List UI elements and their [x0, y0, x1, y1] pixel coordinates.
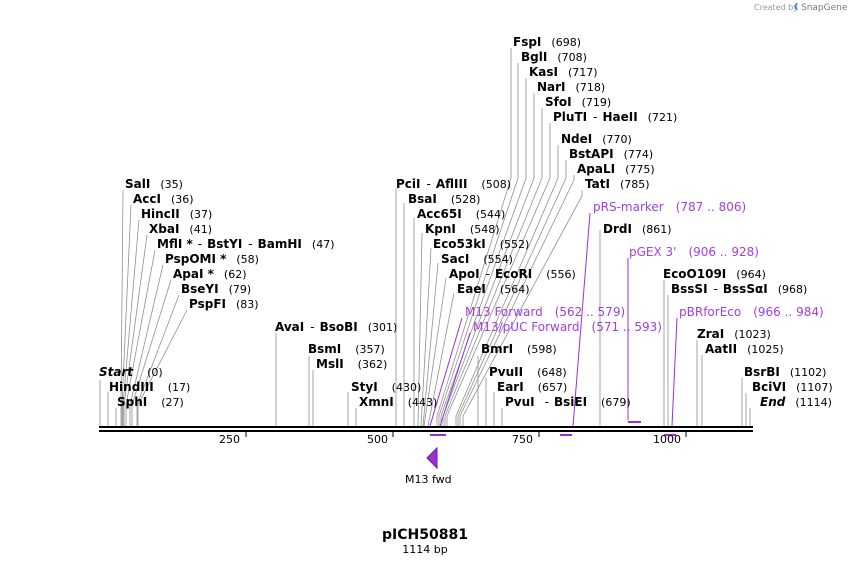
enzyme-mfli-bstyi-bamhi[interactable]: MflI * - BstYI - BamHI (47): [157, 237, 335, 251]
enzyme-pvuii[interactable]: PvuII (648): [489, 365, 567, 379]
enzyme-xbai[interactable]: XbaI (41): [149, 222, 212, 236]
m13-fwd-label: M13 fwd: [405, 473, 452, 486]
enzyme-bsssi-bsssai[interactable]: BssSI - BssSαI (968): [671, 282, 807, 296]
enzyme-bsmi[interactable]: BsmI (357): [308, 342, 385, 356]
enzyme-nari[interactable]: NarI (718): [537, 80, 605, 94]
enzyme-hindiii[interactable]: HindIII (17): [109, 380, 190, 394]
feature-pbrforeco[interactable]: pBRforEco (966 .. 984): [679, 305, 824, 319]
ruler-label-500: 500: [367, 433, 388, 446]
feature-leader-lines: [429, 212, 678, 427]
enzyme-sali[interactable]: SalI (35): [125, 177, 183, 191]
sequence-backbone: [99, 426, 753, 432]
enzyme-kasi[interactable]: KasI (717): [529, 65, 598, 79]
ruler-label-750: 750: [512, 433, 533, 446]
enzyme-tati[interactable]: TatI (785): [585, 177, 650, 191]
enzyme-ecoo109i[interactable]: EcoO109I (964): [663, 267, 766, 281]
plasmid-name: pICH50881: [382, 527, 468, 543]
snapgene-brand: SnapGene: [801, 3, 848, 13]
enzyme-eaei[interactable]: EaeI (564): [457, 282, 530, 296]
enzyme-acc65i[interactable]: Acc65I (544): [417, 207, 505, 221]
enzyme-pcii-afliii[interactable]: PciI - AflIII (508): [396, 177, 511, 191]
enzyme-bsai[interactable]: BsaI (528): [408, 192, 480, 206]
enzyme-leader-lines: [99, 48, 751, 427]
enzyme-aatii[interactable]: AatII (1025): [705, 342, 784, 356]
enzyme-sphi[interactable]: SphI (27): [117, 395, 184, 409]
feature-markers: [430, 421, 676, 436]
enzyme-saci[interactable]: SacI (554): [441, 252, 513, 266]
marker-start[interactable]: Start (0): [99, 365, 163, 379]
enzyme-bgli[interactable]: BglI (708): [521, 50, 587, 64]
marker-end[interactable]: End (1114): [760, 395, 832, 409]
enzyme-bseyi[interactable]: BseYI (79): [181, 282, 251, 296]
feature-m13-puc-forward[interactable]: M13/pUC Forward (571 .. 593): [473, 320, 662, 334]
ruler-label-250: 250: [219, 433, 240, 446]
enzyme-zrai[interactable]: ZraI (1023): [697, 327, 771, 341]
enzyme-msli[interactable]: MslI (362): [316, 357, 387, 371]
ruler-ticks: [245, 431, 687, 437]
feature-m13-forward[interactable]: M13 Forward (562 .. 579): [465, 305, 625, 319]
m13-fwd-arrow-icon[interactable]: [426, 446, 438, 470]
enzyme-sfoi[interactable]: SfoI (719): [545, 95, 611, 109]
enzyme-bmri[interactable]: BmrI (598): [481, 342, 557, 356]
enzyme-styi[interactable]: StyI (430): [351, 380, 421, 394]
enzyme-apoi-ecori[interactable]: ApoI - EcoRI (556): [449, 267, 576, 281]
enzyme-bcivi[interactable]: BciVI (1107): [752, 380, 833, 394]
ruler-label-1000: 1000: [653, 433, 681, 446]
plasmid-length: 1114 bp: [402, 543, 447, 556]
enzyme-bsrbi[interactable]: BsrBI (1102): [744, 365, 826, 379]
enzyme-drdi[interactable]: DrdI (861): [603, 222, 672, 236]
enzyme-eco53ki[interactable]: Eco53kI (552): [433, 237, 529, 251]
enzyme-pspomi[interactable]: PspOMI * (58): [165, 252, 259, 266]
enzyme-apai[interactable]: ApaI * (62): [173, 267, 247, 281]
enzyme-ndei[interactable]: NdeI (770): [561, 132, 632, 146]
snapgene-logo-icon: [794, 3, 798, 10]
enzyme-fspi[interactable]: FspI (698): [513, 35, 581, 49]
enzyme-xmni[interactable]: XmnI (443): [359, 395, 437, 409]
enzyme-pvui-bsiei[interactable]: PvuI - BsiEI (679): [505, 395, 631, 409]
enzyme-eari[interactable]: EarI (657): [497, 380, 567, 394]
enzyme-kpni[interactable]: KpnI (548): [425, 222, 500, 236]
feature-prs-marker[interactable]: pRS-marker (787 .. 806): [593, 200, 746, 214]
feature-pgex-3[interactable]: pGEX 3' (906 .. 928): [629, 245, 759, 259]
enzyme-apali[interactable]: ApaLI (775): [577, 162, 655, 176]
enzyme-avai-bsobi[interactable]: AvaI - BsoBI (301): [275, 320, 397, 334]
enzyme-acci[interactable]: AccI (36): [133, 192, 194, 206]
enzyme-bstapi[interactable]: BstAPI (774): [569, 147, 653, 161]
enzyme-pluti-haeii[interactable]: PluTI - HaeII (721): [553, 110, 677, 124]
enzyme-pspfi[interactable]: PspFI (83): [189, 297, 259, 311]
created-by-label: Created by: [754, 3, 798, 12]
enzyme-hincii[interactable]: HincII (37): [141, 207, 212, 221]
